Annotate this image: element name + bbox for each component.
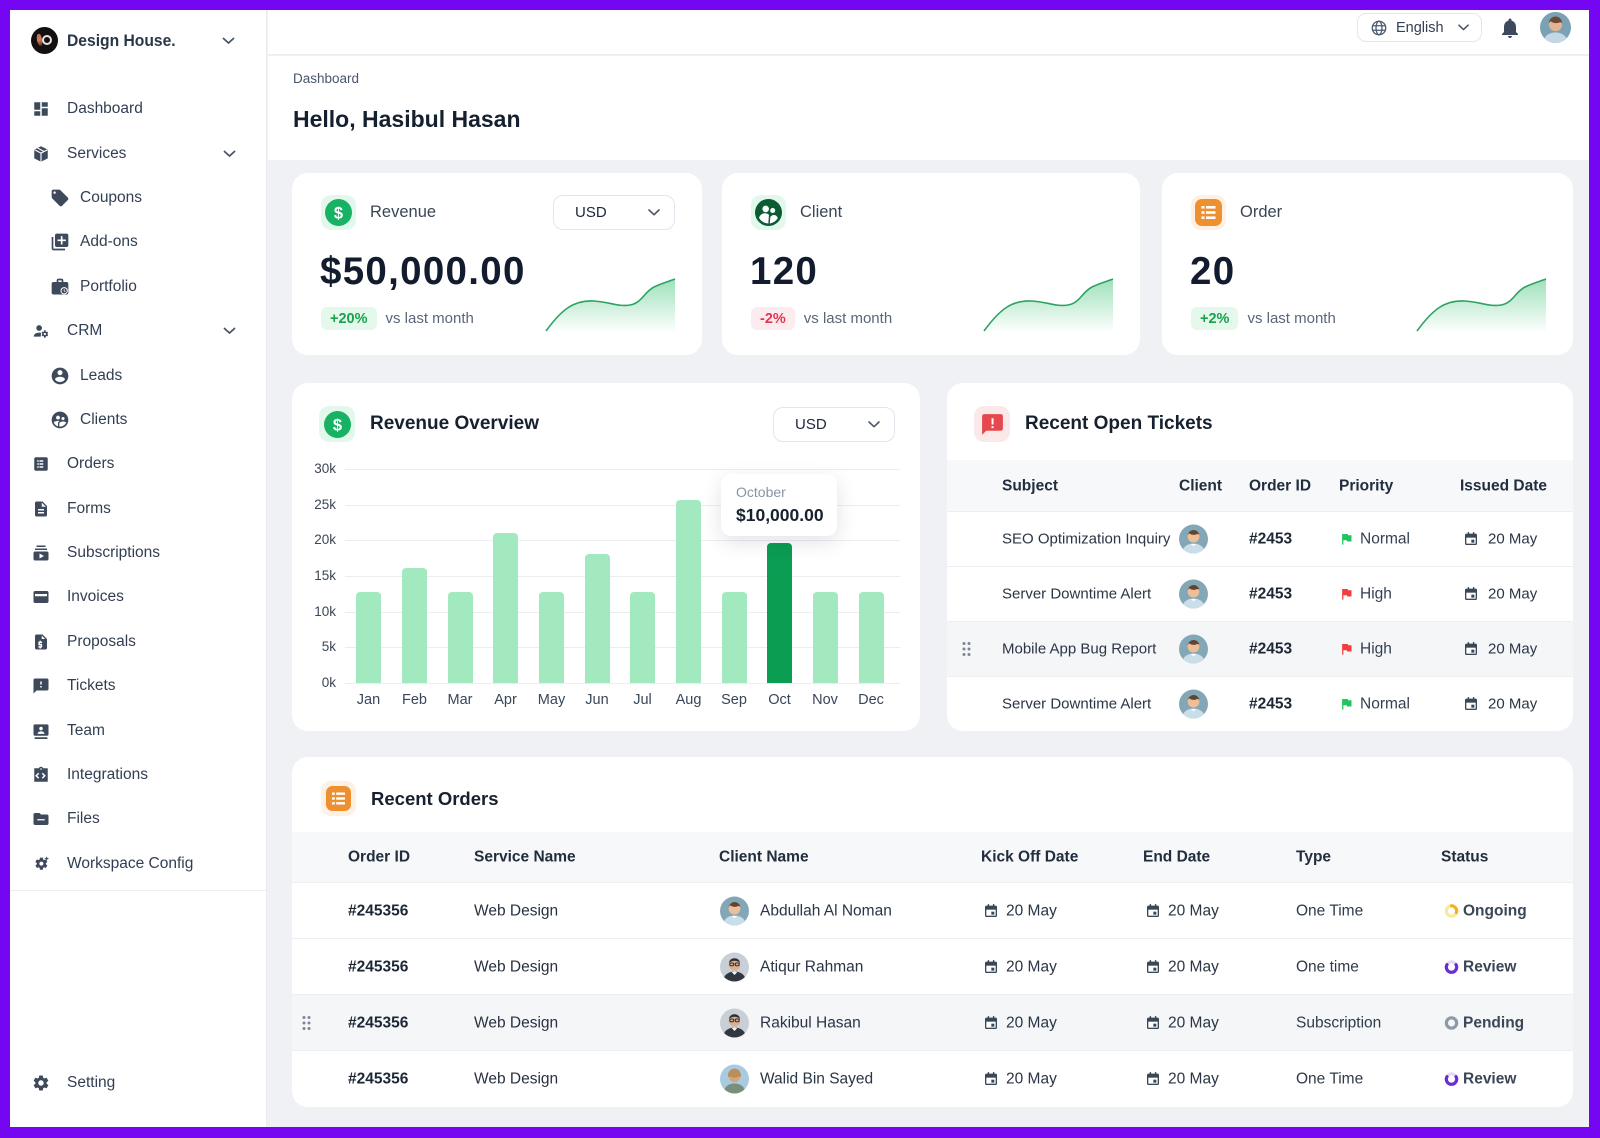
svg-text:$: $: [332, 416, 341, 434]
svg-text:$: $: [334, 204, 343, 222]
